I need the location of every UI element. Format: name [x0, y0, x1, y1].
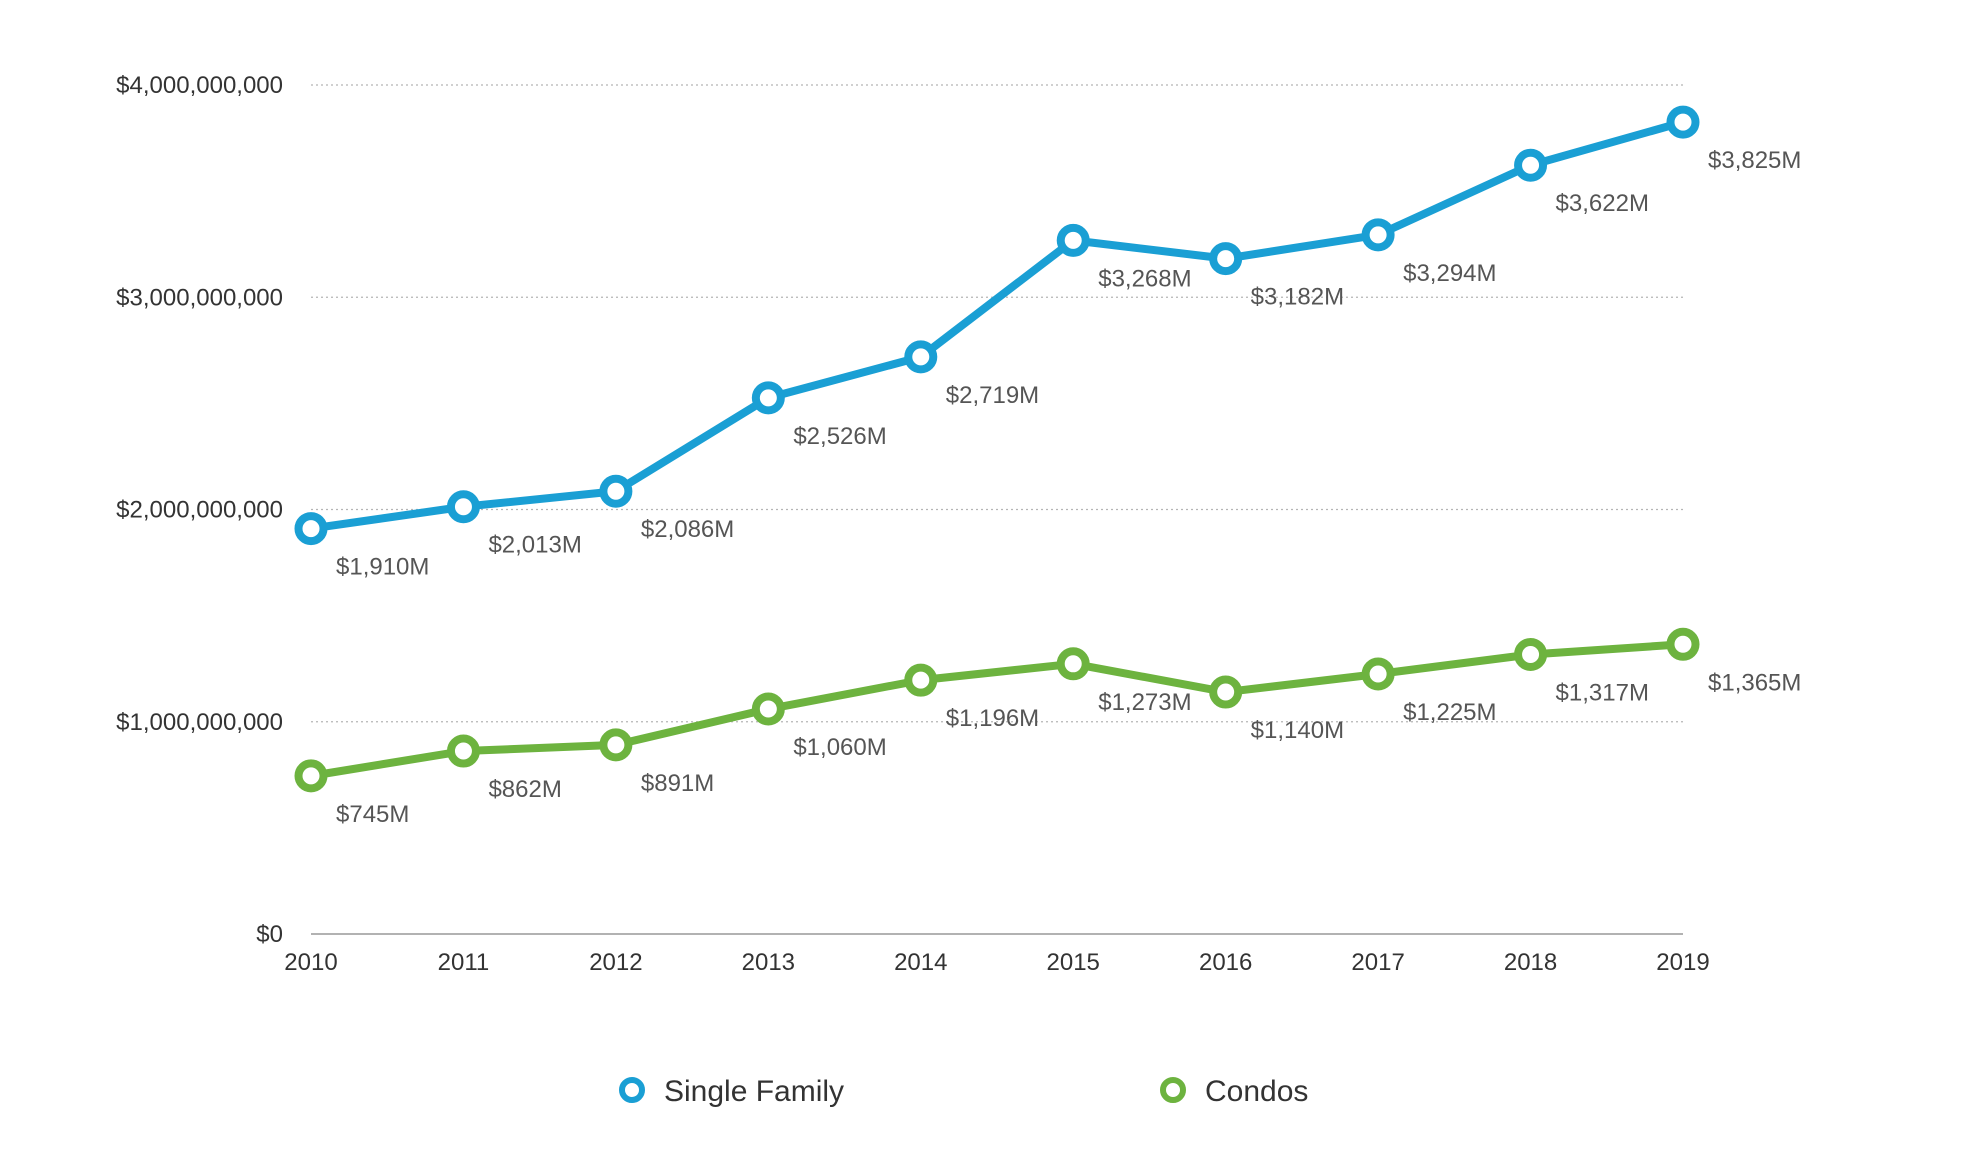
data-label: $1,365M — [1708, 669, 1801, 696]
data-point — [751, 381, 785, 415]
data-label: $2,526M — [793, 423, 886, 450]
data-label: $862M — [488, 776, 561, 803]
data-point — [599, 474, 633, 508]
data-label: $2,719M — [946, 382, 1039, 409]
data-label: $1,910M — [336, 554, 429, 581]
series-line — [307, 118, 1687, 533]
x-tick-label: 2012 — [589, 949, 642, 976]
data-point — [1056, 647, 1090, 681]
data-point — [1361, 218, 1395, 252]
data-label: $2,013M — [488, 532, 581, 559]
y-tick-label: $4,000,000,000 — [116, 72, 283, 99]
data-label: $1,140M — [1251, 717, 1344, 744]
data-point — [1361, 657, 1395, 691]
y-tick-label: $0 — [256, 921, 283, 948]
y-axis: $0 $1,000,000,000 $2,000,000,000 $3,000,000… — [116, 72, 283, 948]
legend-marker — [1160, 1077, 1186, 1103]
data-label: $3,182M — [1251, 284, 1344, 311]
series-1 — [294, 105, 1700, 546]
data-label: $3,294M — [1403, 260, 1496, 287]
data-label: $1,273M — [1098, 689, 1191, 716]
data-label: $1,225M — [1403, 699, 1496, 726]
data-point — [1666, 627, 1700, 661]
data-label: $1,060M — [793, 734, 886, 761]
x-tick-label: 2016 — [1199, 949, 1252, 976]
series-2 — [294, 627, 1700, 793]
data-point — [294, 512, 328, 546]
data-point — [904, 663, 938, 697]
data-point — [1666, 105, 1700, 139]
data-label: $2,086M — [641, 516, 734, 543]
x-tick-label: 2014 — [894, 949, 947, 976]
data-label: $1,196M — [946, 705, 1039, 732]
y-tick-label: $3,000,000,000 — [116, 284, 283, 311]
y-tick-label: $2,000,000,000 — [116, 497, 283, 524]
data-point — [1514, 637, 1548, 671]
data-label: $891M — [641, 770, 714, 797]
data-point — [446, 734, 480, 768]
data-point — [446, 490, 480, 524]
x-tick-label: 2015 — [1047, 949, 1100, 976]
data-label: $3,825M — [1708, 147, 1801, 174]
x-tick-label: 2010 — [284, 949, 337, 976]
data-point — [599, 728, 633, 762]
series-line — [307, 640, 1687, 780]
x-tick-label: 2019 — [1656, 949, 1709, 976]
data-label: $3,268M — [1098, 265, 1191, 292]
data-point — [1056, 223, 1090, 257]
grid-lines — [311, 84, 1683, 935]
legend-item: Condos — [1160, 1075, 1308, 1108]
x-axis: 2010 2011 2012 2013 2014 2015 2016 2017 2018 2019 — [284, 949, 1709, 976]
data-labels: $1,910M $2,013M $2,086M $2,526M $2,719M $3,26… — [336, 147, 1801, 828]
legend: Single Family Condos — [619, 1075, 1308, 1108]
series-lines — [294, 105, 1700, 793]
x-tick-label: 2013 — [742, 949, 795, 976]
x-tick-label: 2018 — [1504, 949, 1557, 976]
legend-marker — [619, 1077, 645, 1103]
x-tick-label: 2011 — [438, 949, 490, 976]
y-tick-label: $1,000,000,000 — [116, 709, 283, 736]
legend-label: Single Family — [664, 1075, 844, 1108]
data-point — [904, 340, 938, 374]
data-point — [294, 759, 328, 793]
legend-item: Single Family — [619, 1075, 844, 1108]
data-point — [1209, 242, 1243, 276]
data-point — [1209, 675, 1243, 709]
x-tick-label: 2017 — [1351, 949, 1404, 976]
data-point — [751, 692, 785, 726]
data-label: $3,622M — [1556, 190, 1649, 217]
legend-label: Condos — [1205, 1075, 1308, 1108]
data-point — [1514, 148, 1548, 182]
data-label: $1,317M — [1556, 679, 1649, 706]
data-label: $745M — [336, 801, 409, 828]
